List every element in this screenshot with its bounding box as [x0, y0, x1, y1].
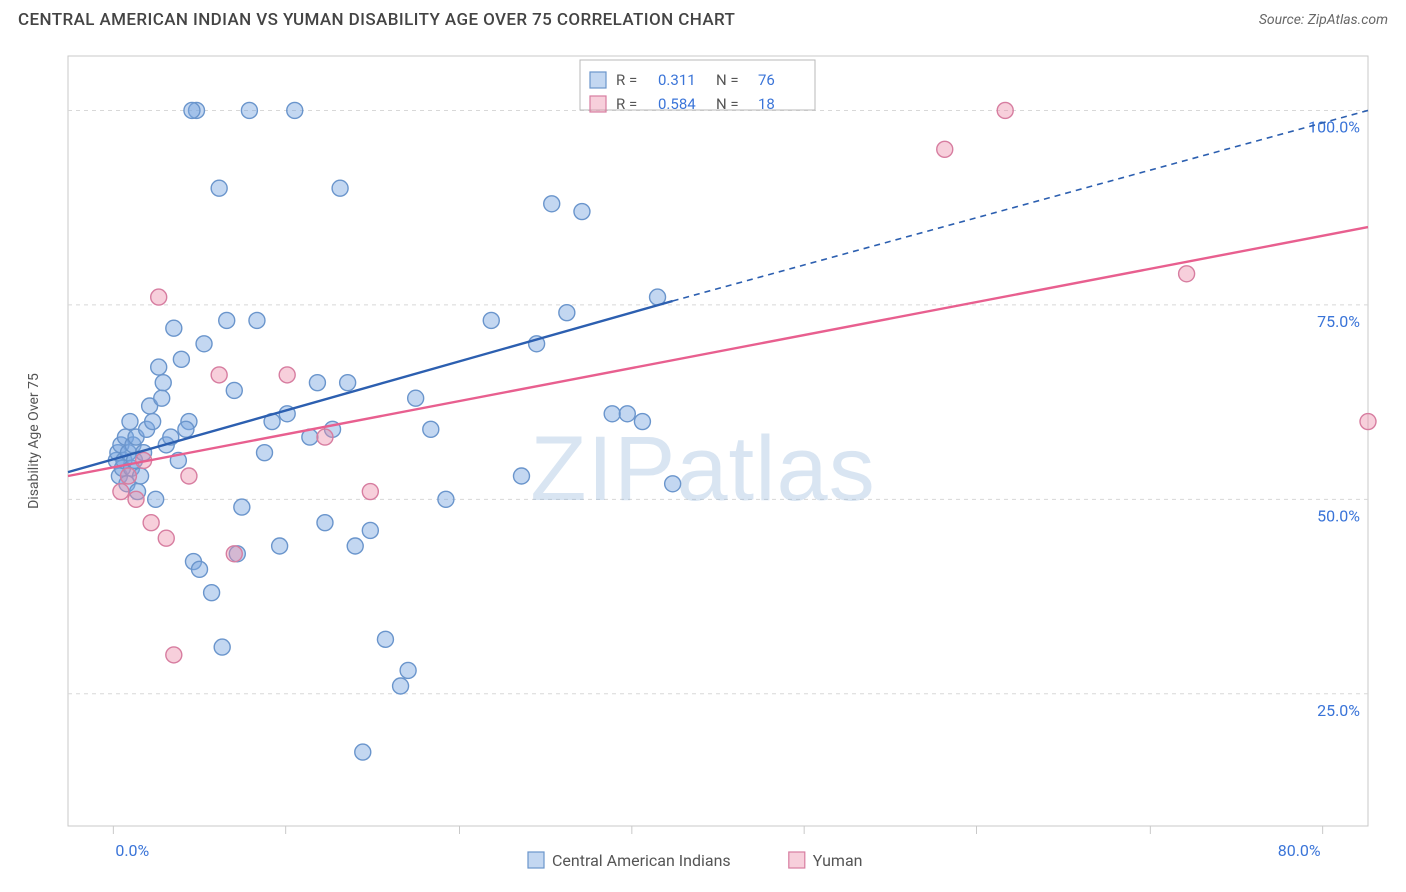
data-point: [272, 538, 288, 554]
legend-series-label: Central American Indians: [552, 851, 731, 870]
data-point: [279, 367, 295, 383]
data-point: [937, 141, 953, 157]
y-tick-label: 50.0%: [1317, 506, 1360, 525]
legend-r-label: R =: [616, 71, 637, 89]
data-point: [226, 382, 242, 398]
data-point: [166, 320, 182, 336]
data-point: [184, 102, 200, 118]
data-point: [393, 678, 409, 694]
data-point: [287, 102, 303, 118]
data-point: [166, 647, 182, 663]
data-point: [257, 445, 273, 461]
data-point: [241, 102, 257, 118]
data-point: [120, 468, 136, 484]
chart-area: 25.0%50.0%75.0%100.0%0.0%80.0%Disability…: [18, 44, 1388, 874]
x-tick-label: 80.0%: [1278, 841, 1321, 860]
data-point: [362, 484, 378, 500]
data-point: [1360, 414, 1376, 430]
data-point: [423, 421, 439, 437]
data-point: [332, 180, 348, 196]
data-point: [309, 375, 325, 391]
data-point: [249, 312, 265, 328]
data-point: [226, 546, 242, 562]
data-point: [997, 102, 1013, 118]
data-point: [113, 484, 129, 500]
legend-n-value: 76: [758, 71, 775, 89]
chart-header: CENTRAL AMERICAN INDIAN VS YUMAN DISABIL…: [0, 0, 1406, 36]
chart-source: Source: ZipAtlas.com: [1259, 12, 1388, 28]
legend-swatch: [590, 72, 606, 88]
data-point: [513, 468, 529, 484]
data-point: [151, 289, 167, 305]
legend-swatch: [789, 852, 805, 868]
data-point: [559, 305, 575, 321]
source-label: Source:: [1259, 12, 1308, 28]
data-point: [192, 561, 208, 577]
data-point: [574, 204, 590, 220]
data-point: [151, 359, 167, 375]
data-point: [604, 406, 620, 422]
data-point: [408, 390, 424, 406]
data-point: [214, 639, 230, 655]
data-point: [148, 491, 164, 507]
legend-n-label: N =: [716, 71, 739, 89]
legend-r-value: 0.311: [658, 71, 696, 89]
data-point: [155, 375, 171, 391]
data-point: [181, 468, 197, 484]
legend-swatch: [590, 96, 606, 112]
data-point: [438, 491, 454, 507]
x-tick-label: 0.0%: [115, 841, 149, 860]
data-point: [634, 414, 650, 430]
chart-title: CENTRAL AMERICAN INDIAN VS YUMAN DISABIL…: [18, 10, 735, 30]
y-tick-label: 75.0%: [1317, 312, 1360, 331]
legend-n-label: N =: [716, 95, 739, 113]
data-point: [122, 414, 138, 430]
data-point: [340, 375, 356, 391]
data-point: [317, 515, 333, 531]
source-value: ZipAtlas.com: [1308, 12, 1388, 28]
data-point: [362, 522, 378, 538]
data-point: [347, 538, 363, 554]
data-point: [128, 491, 144, 507]
data-point: [196, 336, 212, 352]
legend-series-label: Yuman: [813, 851, 863, 870]
data-point: [219, 312, 235, 328]
data-point: [619, 406, 635, 422]
data-point: [145, 414, 161, 430]
data-point: [211, 180, 227, 196]
data-point: [400, 662, 416, 678]
y-axis-label: Disability Age Over 75: [26, 373, 42, 509]
legend-n-value: 18: [758, 95, 775, 113]
legend-r-value: 0.584: [658, 95, 696, 113]
scatter-chart: 25.0%50.0%75.0%100.0%0.0%80.0%Disability…: [18, 44, 1388, 874]
legend-swatch: [528, 852, 544, 868]
data-point: [143, 515, 159, 531]
y-tick-label: 25.0%: [1317, 701, 1360, 720]
data-point: [377, 631, 393, 647]
data-point: [204, 585, 220, 601]
legend-r-label: R =: [616, 95, 637, 113]
data-point: [158, 530, 174, 546]
data-point: [234, 499, 250, 515]
data-point: [483, 312, 499, 328]
data-point: [173, 351, 189, 367]
data-point: [544, 196, 560, 212]
data-point: [1179, 266, 1195, 282]
data-point: [317, 429, 333, 445]
data-point: [178, 421, 194, 437]
plot-border: [68, 56, 1368, 826]
data-point: [211, 367, 227, 383]
data-point: [665, 476, 681, 492]
data-point: [154, 390, 170, 406]
data-point: [355, 744, 371, 760]
